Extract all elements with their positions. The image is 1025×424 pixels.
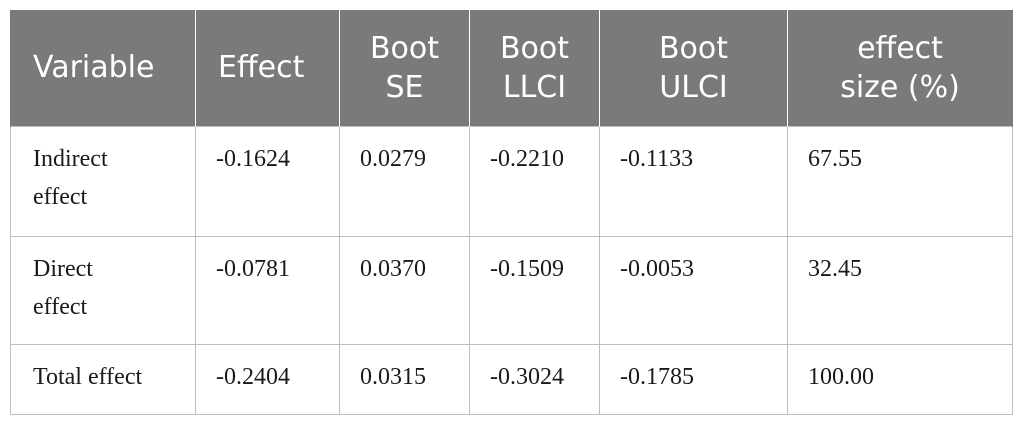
cell-boot-llci: -0.2210 <box>469 125 600 237</box>
header-effect-size-line2: size (%) <box>840 69 960 105</box>
cell-boot-ulci: -0.1785 <box>599 343 788 415</box>
table-row: Total effect -0.2404 0.0315 -0.3024 -0.1… <box>10 343 1013 415</box>
table-row: Direct effect -0.0781 0.0370 -0.1509 -0.… <box>10 235 1013 345</box>
table-header: Variable Effect Boot SE Boot LLCI Boot U… <box>10 10 1013 126</box>
cell-boot-se: 0.0370 <box>339 235 470 345</box>
header-effect-text: Effect <box>218 50 305 86</box>
table-body: Indirect effect -0.1624 0.0279 -0.2210 -… <box>10 125 1013 415</box>
header-boot-ulci: Boot ULCI <box>599 10 788 126</box>
header-boot-se: Boot SE <box>339 10 470 126</box>
header-effect-size: effect size (%) <box>787 10 1013 126</box>
cell-boot-llci: -0.3024 <box>469 343 600 415</box>
header-boot-se-line1: Boot <box>369 30 440 66</box>
header-boot-se-line2: SE <box>385 69 424 105</box>
cell-boot-se: 0.0279 <box>339 125 470 237</box>
header-boot-ulci-line1: Boot <box>658 30 729 66</box>
cell-variable: Total effect <box>10 343 196 415</box>
cell-effect-size: 32.45 <box>787 235 1013 345</box>
header-boot-ulci-line2: ULCI <box>659 69 728 105</box>
header-row: Variable Effect Boot SE Boot LLCI Boot U… <box>10 10 1013 126</box>
header-effect-size-line1: effect <box>857 30 943 66</box>
header-variable: Variable <box>10 10 196 126</box>
cell-boot-ulci: -0.1133 <box>599 125 788 237</box>
cell-variable: Indirect effect <box>10 125 196 237</box>
header-boot-llci: Boot LLCI <box>469 10 600 126</box>
results-table: Variable Effect Boot SE Boot LLCI Boot U… <box>10 10 1013 415</box>
cell-effect-size: 100.00 <box>787 343 1013 415</box>
cell-boot-ulci: -0.0053 <box>599 235 788 345</box>
header-boot-llci-line1: Boot <box>499 30 570 66</box>
cell-effect-size: 67.55 <box>787 125 1013 237</box>
cell-variable: Direct effect <box>10 235 196 345</box>
header-boot-llci-line2: LLCI <box>502 69 567 105</box>
cell-effect: -0.2404 <box>195 343 340 415</box>
cell-variable-line1: Indirect <box>33 145 108 172</box>
cell-variable-line2: effect <box>33 293 88 320</box>
table-row: Indirect effect -0.1624 0.0279 -0.2210 -… <box>10 125 1013 237</box>
cell-variable-line2: effect <box>33 183 88 210</box>
cell-boot-llci: -0.1509 <box>469 235 600 345</box>
cell-boot-se: 0.0315 <box>339 343 470 415</box>
cell-variable-line1: Total effect <box>33 363 143 390</box>
cell-variable-line1: Direct <box>33 255 93 282</box>
header-effect: Effect <box>195 10 340 126</box>
cell-effect: -0.1624 <box>195 125 340 237</box>
header-variable-text: Variable <box>33 50 155 86</box>
cell-effect: -0.0781 <box>195 235 340 345</box>
